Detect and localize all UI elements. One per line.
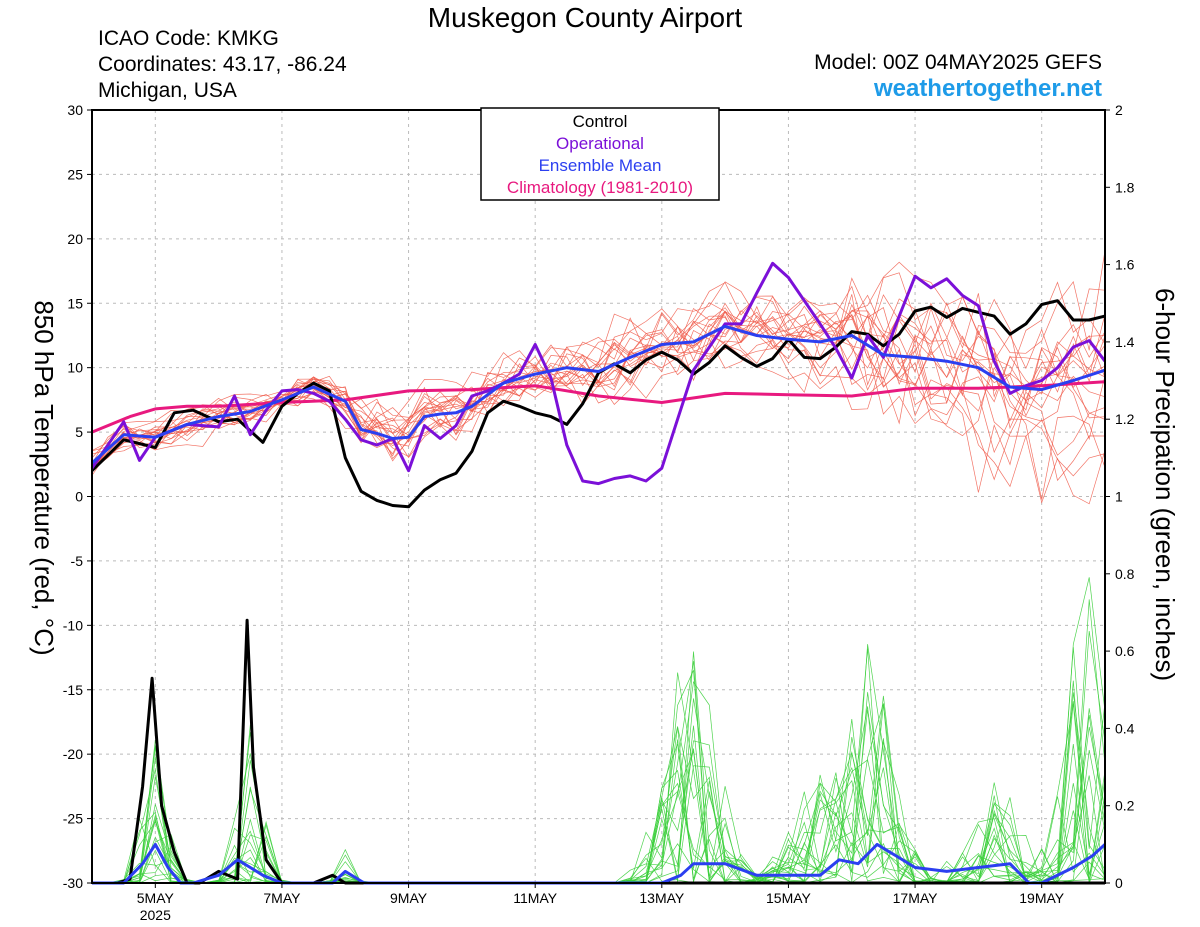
legend-box <box>480 107 720 201</box>
legend-item: Operational <box>556 134 644 153</box>
y2-tick-label: 1.4 <box>1115 334 1135 350</box>
y-tick-label: -5 <box>71 553 84 569</box>
x-tick-sublabel: 2025 <box>140 907 171 923</box>
model-run: Model: 00Z 04MAY2025 GEFS <box>814 51 1102 74</box>
site-link[interactable]: weathertogether.net <box>873 75 1102 102</box>
icao-code: ICAO Code: KMKG <box>98 27 279 50</box>
temp-member-line <box>91 250 1106 459</box>
x-tick-label: 7MAY <box>263 890 301 906</box>
temp-member-line <box>91 310 1106 493</box>
temp-member-line <box>91 311 1106 488</box>
legend-item: Climatology (1981-2010) <box>507 178 693 197</box>
temp-member-line <box>91 329 1106 500</box>
y-tick-label: 30 <box>67 102 83 118</box>
temp-member-line <box>91 302 1106 466</box>
y-tick-label: -20 <box>63 746 83 762</box>
location: Michigan, USA <box>98 79 237 102</box>
legend-item: Control <box>573 112 628 131</box>
y2-tick-label: 0 <box>1115 875 1123 891</box>
y-tick-label: 10 <box>67 360 83 376</box>
control-precip-line <box>92 618 1105 885</box>
y-tick-label: 15 <box>67 295 83 311</box>
grid-lines <box>92 110 1105 883</box>
y-tick-label: -15 <box>63 682 83 698</box>
y-tick-label: -25 <box>63 811 83 827</box>
x-tick-label: 9MAY <box>390 890 428 906</box>
y2-tick-label: 0.2 <box>1115 798 1135 814</box>
x-tick-label: 15MAY <box>766 890 812 906</box>
y-tick-label: 25 <box>67 166 83 182</box>
ensemble-mean-temp-line <box>91 324 1106 465</box>
x-tick-label: 11MAY <box>513 890 557 906</box>
highlighted-series <box>90 261 1107 885</box>
x-tick-label: 13MAY <box>639 890 685 906</box>
y-tick-label: -10 <box>63 617 83 633</box>
y2-tick-label: 0.8 <box>1115 566 1135 582</box>
legend: Control Operational Ensemble Mean Climatolo… <box>480 107 720 201</box>
x-tick-label: 5MAY <box>137 890 175 906</box>
y2-tick-label: 0.6 <box>1115 643 1135 659</box>
legend-item: Ensemble Mean <box>539 156 662 175</box>
axis-tick-labels: 302520151050-5-10-15-20-25-3021.81.61.41… <box>63 102 1135 923</box>
y2-tick-label: 1.8 <box>1115 179 1135 195</box>
y-axis-label-right: 6-hour Precipation (green, inches) <box>1150 288 1180 682</box>
ensemble-members <box>91 250 1106 885</box>
y2-tick-label: 0.4 <box>1115 720 1135 736</box>
x-tick-label: 17MAY <box>893 890 939 906</box>
x-tick-label: 19MAY <box>1019 890 1065 906</box>
y-axis-label-left: 850 hPa Temperature (red, °C) <box>29 300 59 656</box>
page-title: Muskegon County Airport <box>427 2 743 33</box>
temp-member-line <box>91 261 1106 468</box>
temp-member-line <box>91 312 1106 468</box>
climatology-temp-line <box>91 380 1106 434</box>
y2-tick-label: 1.2 <box>1115 411 1135 427</box>
y-tick-label: -30 <box>63 875 83 891</box>
y2-tick-label: 2 <box>1115 102 1123 118</box>
y2-tick-label: 1.6 <box>1115 257 1135 273</box>
y-tick-label: 5 <box>75 424 83 440</box>
temp-member-line <box>91 277 1106 471</box>
coordinates: Coordinates: 43.17, -86.24 <box>98 53 347 76</box>
y-tick-label: 0 <box>75 489 83 505</box>
y2-tick-label: 1 <box>1115 489 1123 505</box>
control-temp-line <box>90 299 1106 509</box>
y-tick-label: 20 <box>67 231 83 247</box>
temp-member-line <box>91 294 1106 471</box>
operational-temp-line <box>90 261 1107 486</box>
